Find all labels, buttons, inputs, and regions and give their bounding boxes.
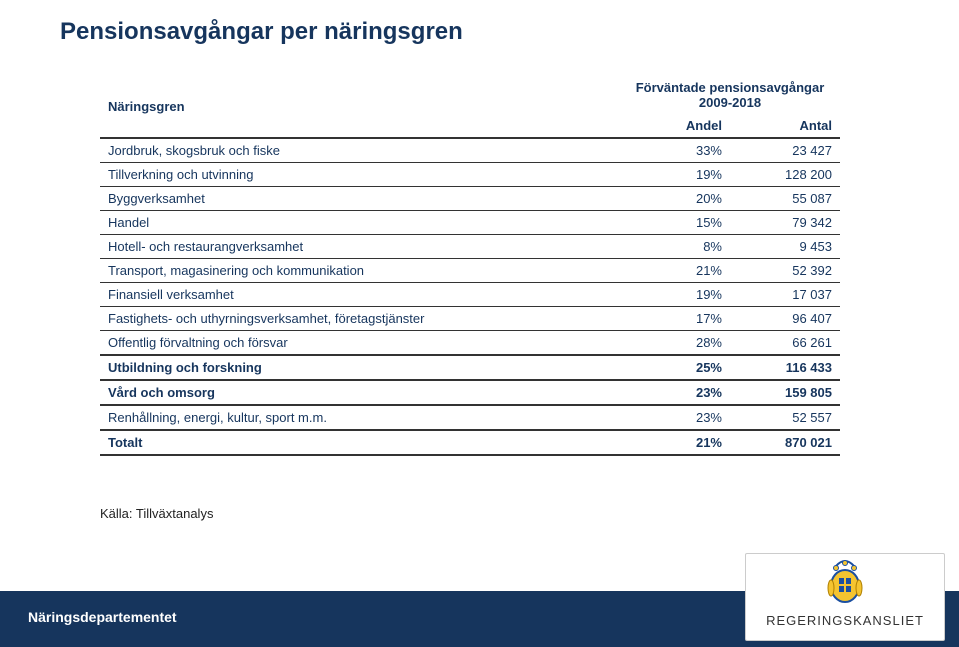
table-row: Tillverkning och utvinning19%128 200 — [100, 163, 840, 187]
cell-label: Hotell- och restaurangverksamhet — [100, 235, 620, 259]
cell-share: 33% — [620, 138, 730, 163]
cell-share: 20% — [620, 187, 730, 211]
cell-count: 116 433 — [730, 355, 840, 380]
cell-label: Jordbruk, skogsbruk och fiske — [100, 138, 620, 163]
cell-share: 23% — [620, 405, 730, 430]
footer-logo: REGERINGSKANSLIET — [745, 553, 945, 641]
table-row: Vård och omsorg23%159 805 — [100, 380, 840, 405]
table-row: Fastighets- och uthyrningsverksamhet, fö… — [100, 307, 840, 331]
table-row: Utbildning och forskning25%116 433 — [100, 355, 840, 380]
page-title: Pensionsavgångar per näringsgren — [60, 18, 899, 46]
col-header-industry: Näringsgren — [100, 76, 620, 138]
table-body: Jordbruk, skogsbruk och fiske33%23 427Ti… — [100, 138, 840, 455]
footer-bar: Näringsdepartementet REGERINGSKANSLIET — [0, 591, 959, 647]
cell-count: 128 200 — [730, 163, 840, 187]
pension-table: Näringsgren Förväntade pensionsavgångar … — [100, 76, 840, 456]
cell-label: Offentlig förvaltning och försvar — [100, 331, 620, 356]
cell-share: 15% — [620, 211, 730, 235]
footer-department: Näringsdepartementet — [28, 609, 177, 625]
source-label: Källa: Tillväxtanalys — [100, 506, 899, 521]
cell-share: 23% — [620, 380, 730, 405]
crest-icon — [746, 558, 944, 611]
cell-label: Renhållning, energi, kultur, sport m.m. — [100, 405, 620, 430]
cell-count: 159 805 — [730, 380, 840, 405]
cell-share: 8% — [620, 235, 730, 259]
cell-share: 17% — [620, 307, 730, 331]
cell-share: 28% — [620, 331, 730, 356]
cell-count: 55 087 — [730, 187, 840, 211]
footer-agency: REGERINGSKANSLIET — [746, 613, 944, 628]
cell-label: Handel — [100, 211, 620, 235]
cell-count: 23 427 — [730, 138, 840, 163]
table-row: Renhållning, energi, kultur, sport m.m.2… — [100, 405, 840, 430]
cell-count: 96 407 — [730, 307, 840, 331]
cell-label: Transport, magasinering och kommunikatio… — [100, 259, 620, 283]
cell-count: 79 342 — [730, 211, 840, 235]
cell-share: 19% — [620, 283, 730, 307]
col-header-share: Andel — [620, 114, 730, 138]
cell-label: Fastighets- och uthyrningsverksamhet, fö… — [100, 307, 620, 331]
table-row: Jordbruk, skogsbruk och fiske33%23 427 — [100, 138, 840, 163]
cell-count: 17 037 — [730, 283, 840, 307]
cell-share: 21% — [620, 259, 730, 283]
cell-label: Finansiell verksamhet — [100, 283, 620, 307]
col-header-span: Förväntade pensionsavgångar 2009-2018 — [620, 76, 840, 114]
table-row: Transport, magasinering och kommunikatio… — [100, 259, 840, 283]
slide-container: Pensionsavgångar per näringsgren Närings… — [0, 0, 959, 647]
table-row: Byggverksamhet20%55 087 — [100, 187, 840, 211]
table-row: Offentlig förvaltning och försvar28%66 2… — [100, 331, 840, 356]
cell-count: 9 453 — [730, 235, 840, 259]
cell-count: 52 557 — [730, 405, 840, 430]
cell-label: Byggverksamhet — [100, 187, 620, 211]
cell-share: 21% — [620, 430, 730, 455]
cell-count: 66 261 — [730, 331, 840, 356]
cell-label: Vård och omsorg — [100, 380, 620, 405]
cell-label: Totalt — [100, 430, 620, 455]
table-row: Handel15%79 342 — [100, 211, 840, 235]
cell-label: Utbildning och forskning — [100, 355, 620, 380]
cell-count: 870 021 — [730, 430, 840, 455]
cell-label: Tillverkning och utvinning — [100, 163, 620, 187]
col-header-count: Antal — [730, 114, 840, 138]
table-row: Finansiell verksamhet19%17 037 — [100, 283, 840, 307]
cell-share: 25% — [620, 355, 730, 380]
table-row: Hotell- och restaurangverksamhet8%9 453 — [100, 235, 840, 259]
table-row: Totalt21%870 021 — [100, 430, 840, 455]
cell-share: 19% — [620, 163, 730, 187]
cell-count: 52 392 — [730, 259, 840, 283]
